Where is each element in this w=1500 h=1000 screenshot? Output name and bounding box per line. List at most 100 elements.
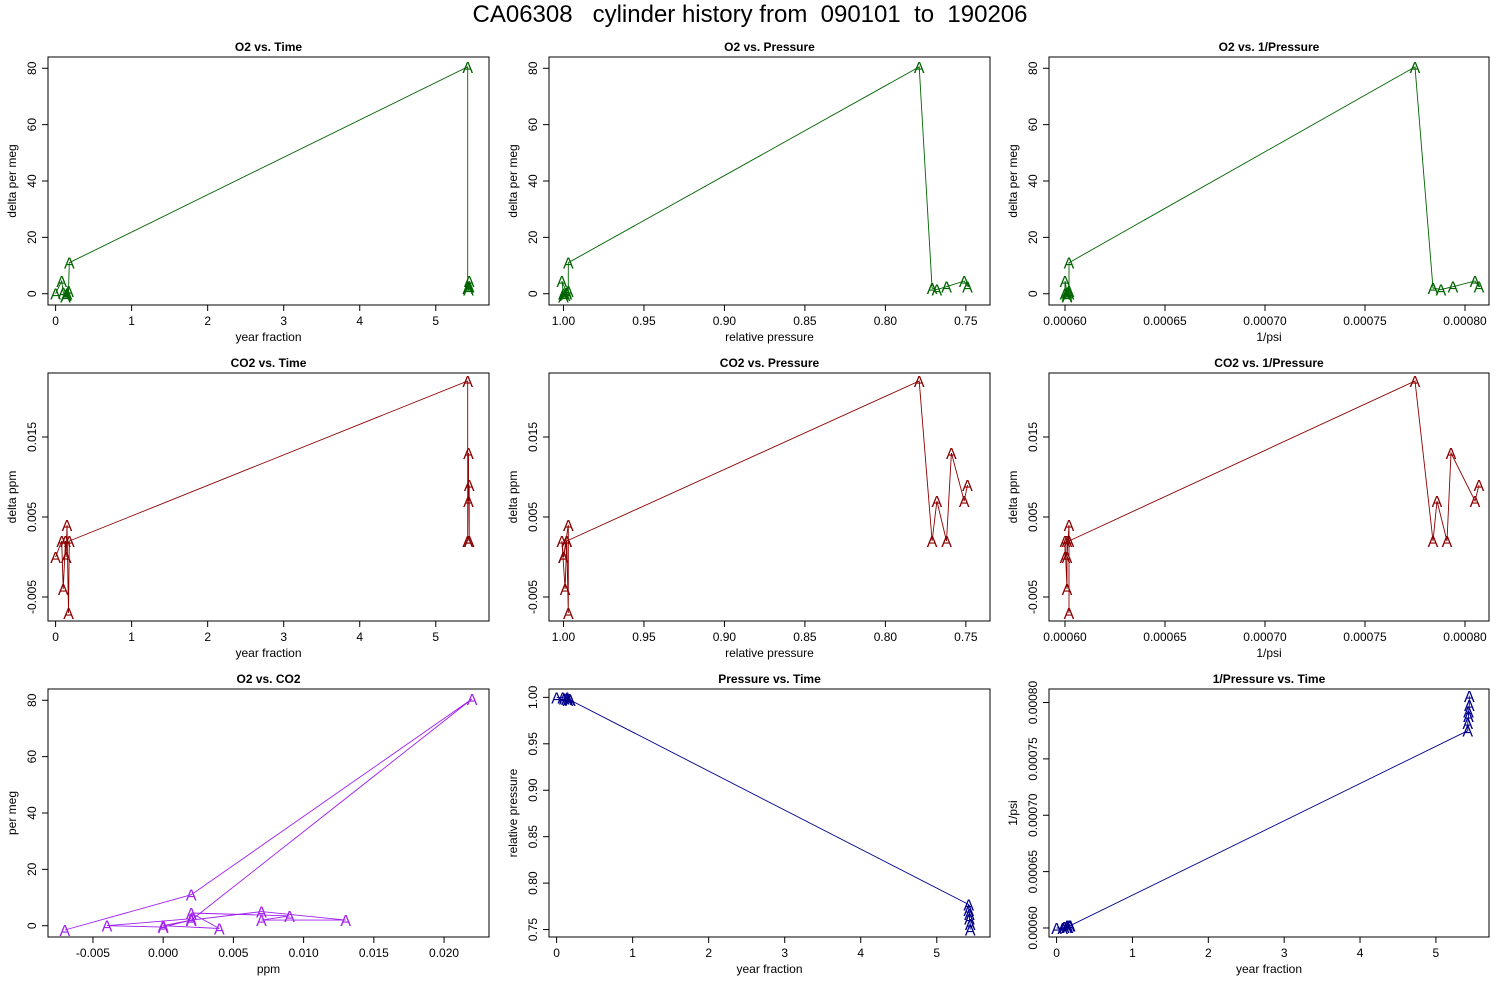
- data-point-marker: A: [1442, 534, 1453, 551]
- y-axis-label: delta per meg: [5, 144, 19, 217]
- y-tick-label: 80: [25, 693, 39, 707]
- y-tick-label: 60: [526, 118, 540, 132]
- data-point-marker: A: [561, 692, 572, 709]
- y-tick-label: 40: [25, 174, 39, 188]
- y-tick-label: 60: [25, 118, 39, 132]
- data-point-marker: A: [965, 917, 976, 934]
- data-point-marker: A: [1428, 281, 1439, 298]
- x-tick-label: 0.00060: [1043, 630, 1087, 644]
- x-axis-label: year fraction: [235, 330, 301, 344]
- x-tick-label: 0.000: [148, 946, 178, 960]
- data-point-marker: A: [565, 693, 576, 710]
- x-tick-label: 0.005: [218, 946, 248, 960]
- x-axis-label: year fraction: [1236, 962, 1302, 976]
- x-tick-label: 1: [1129, 946, 1136, 960]
- x-tick-label: 1: [128, 630, 135, 644]
- x-tick-label: 2: [204, 314, 211, 328]
- data-point-marker: A: [463, 283, 474, 300]
- x-tick-label: 1: [128, 314, 135, 328]
- data-point-marker: A: [563, 256, 574, 273]
- data-point-marker: A: [1462, 724, 1473, 741]
- data-point-marker: A: [1057, 921, 1068, 938]
- x-tick-label: 0.90: [713, 314, 737, 328]
- data-point-marker: A: [463, 280, 474, 297]
- data-point-marker: A: [62, 287, 73, 304]
- data-point-marker: A: [1065, 919, 1076, 936]
- data-point-marker: A: [551, 690, 562, 707]
- data-point-marker: A: [562, 690, 573, 707]
- x-tick-label: 0.00080: [1443, 314, 1487, 328]
- data-point-marker: A: [464, 280, 475, 297]
- data-point-marker: A: [1060, 274, 1071, 291]
- data-point-marker: A: [1446, 446, 1457, 463]
- chart-panel: O2 vs. Pressure 1.00 0.95 0.90 0.85 0.80 0.75 0…: [506, 40, 991, 344]
- y-tick-label: 0: [25, 922, 39, 929]
- data-point-marker: A: [963, 903, 974, 920]
- data-point-marker: A: [60, 290, 71, 307]
- data-point-marker: A: [284, 909, 295, 926]
- data-point-marker: A: [256, 913, 267, 930]
- y-tick-label: 0.005: [526, 502, 540, 532]
- x-tick-label: 2: [705, 946, 712, 960]
- series-line: [1056, 695, 1470, 929]
- data-point-marker: A: [1470, 494, 1481, 511]
- data-point-marker: A: [214, 922, 225, 939]
- data-point-marker: A: [559, 691, 570, 708]
- data-point-marker: A: [1474, 280, 1485, 297]
- x-tick-label: 0.75: [954, 630, 978, 644]
- y-axis-label: delta ppm: [506, 471, 520, 524]
- x-tick-label: 0.00075: [1343, 314, 1387, 328]
- plot-frame: [1048, 56, 1490, 306]
- data-point-marker: A: [557, 274, 568, 291]
- data-point-marker: A: [558, 550, 569, 567]
- x-tick-label: 0.95: [632, 630, 656, 644]
- data-point-marker: A: [1062, 534, 1073, 551]
- x-tick-label: 5: [432, 630, 439, 644]
- series-line: [1064, 380, 1480, 613]
- data-point-marker: A: [962, 478, 973, 495]
- series-line: [55, 66, 470, 298]
- y-tick-label: 1.00: [526, 685, 540, 709]
- data-point-marker: A: [1064, 606, 1075, 623]
- data-point-marker: A: [946, 446, 957, 463]
- data-point-marker: A: [1463, 705, 1474, 722]
- chart-title: CO2 vs. 1/Pressure: [1214, 356, 1324, 370]
- data-point-marker: A: [1062, 290, 1073, 307]
- y-tick-label: -0.005: [1026, 580, 1040, 614]
- x-tick-label: 3: [280, 630, 287, 644]
- data-point-marker: A: [1064, 518, 1075, 535]
- x-tick-label: 0: [553, 946, 560, 960]
- x-tick-label: 0.00070: [1243, 314, 1287, 328]
- y-tick-label: 0.85: [526, 825, 540, 849]
- data-point-marker: A: [464, 274, 475, 291]
- x-tick-label: 0.95: [632, 314, 656, 328]
- data-point-marker: A: [186, 913, 197, 930]
- data-point-marker: A: [1063, 920, 1074, 937]
- series-line: [556, 696, 971, 930]
- y-tick-label: 20: [526, 230, 540, 244]
- data-point-marker: A: [462, 534, 473, 551]
- x-axis-label: ppm: [257, 962, 280, 976]
- y-tick-label: 0.00075: [1026, 737, 1040, 781]
- chart-title: O2 vs. CO2: [236, 672, 300, 686]
- data-point-marker: A: [563, 284, 574, 301]
- chart-panel: Pressure vs. Time 0 1 2 3 4 5 0.75 0.80 0.85 0.90 0…: [506, 672, 991, 976]
- data-point-marker: A: [560, 582, 571, 599]
- data-point-marker: A: [56, 534, 67, 551]
- y-tick-label: 80: [1026, 61, 1040, 75]
- data-point-marker: A: [563, 606, 574, 623]
- series-line: [561, 380, 968, 614]
- data-point-marker: A: [1410, 60, 1421, 77]
- y-tick-label: 20: [25, 862, 39, 876]
- y-axis-label: delta ppm: [5, 471, 19, 524]
- x-tick-label: 2: [204, 630, 211, 644]
- plot-frame: [548, 688, 991, 938]
- data-point-marker: A: [256, 905, 267, 922]
- data-point-marker: A: [186, 913, 197, 930]
- x-tick-label: 0.75: [954, 314, 978, 328]
- data-point-marker: A: [1060, 287, 1071, 304]
- y-tick-label: 0: [25, 290, 39, 297]
- data-point-marker: A: [464, 478, 475, 495]
- data-point-marker: A: [467, 692, 478, 709]
- data-point-marker: A: [557, 534, 568, 551]
